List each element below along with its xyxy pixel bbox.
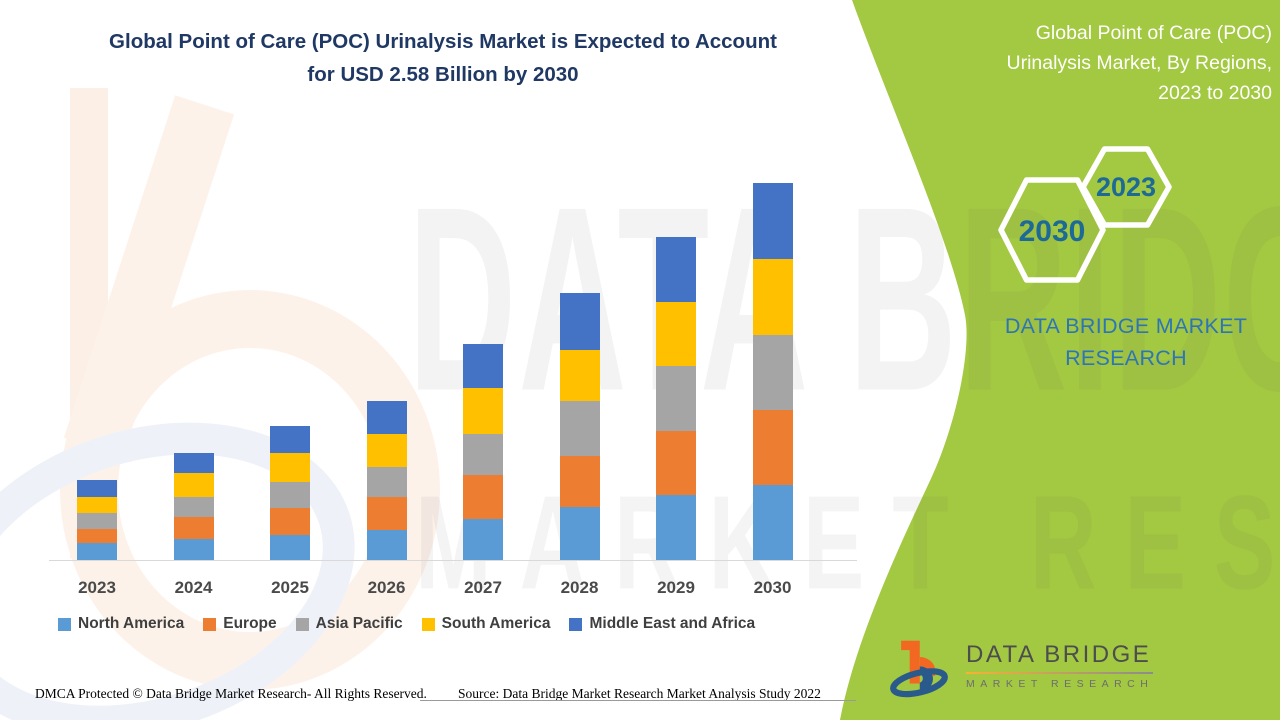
bar-segment-europe-2030 bbox=[752, 410, 793, 485]
legend-swatch-south-america bbox=[421, 617, 435, 631]
hexagon-year-2023: 2023 bbox=[1096, 172, 1156, 202]
legend-label: South America bbox=[441, 615, 551, 632]
legend-label: Europe bbox=[223, 615, 277, 632]
x-axis-line bbox=[49, 560, 857, 561]
legend-swatch-north-america bbox=[58, 617, 71, 631]
bar-segment-asia-pacific-2025 bbox=[270, 481, 310, 509]
logo-subtitle: MARKET RESEARCH bbox=[966, 677, 1154, 690]
legend-label: Asia Pacific bbox=[315, 615, 403, 632]
bar-segment-south-america-2030 bbox=[752, 259, 793, 336]
chart-legend: North America Europe Asia Pacific South … bbox=[58, 615, 755, 633]
bar-segment-europe-2027 bbox=[463, 474, 503, 519]
bar-segment-north-america-2023 bbox=[77, 543, 117, 561]
bar-segment-middle-east-and-africa-2023 bbox=[77, 480, 117, 497]
watermark-sub-text: MARKET RESEARCH bbox=[415, 469, 1280, 618]
bar-segment-north-america-2029 bbox=[656, 495, 696, 561]
side-panel-title: Global Point of Care (POC) Urinalysis Ma… bbox=[1006, 22, 1273, 105]
bar-segment-north-america-2027 bbox=[463, 518, 503, 561]
x-axis-label-2026: 2026 bbox=[367, 578, 406, 597]
data-bridge-logo: DATA BRIDGE MARKET RESEARCH bbox=[884, 630, 1154, 702]
bar-segment-north-america-2028 bbox=[559, 506, 600, 561]
bar-segment-south-america-2024 bbox=[173, 473, 214, 497]
brand-text: DATA BRIDGE MARKET RESEARCH bbox=[1004, 314, 1248, 371]
legend-swatch-europe bbox=[203, 617, 217, 631]
bar-segment-europe-2028 bbox=[559, 455, 600, 507]
x-axis-label-2023: 2023 bbox=[78, 578, 116, 597]
bar-segment-south-america-2025 bbox=[270, 452, 310, 482]
hexagon-2030 bbox=[998, 177, 1106, 283]
bar-segment-north-america-2026 bbox=[366, 530, 407, 561]
legend-swatch-middle-east-africa bbox=[569, 617, 583, 631]
bar-segment-middle-east-and-africa-2024 bbox=[173, 452, 214, 474]
legend-item-middle-east-africa: Middle East and Africa bbox=[569, 615, 755, 633]
watermark-brand-text: DATA BRIDGE bbox=[408, 151, 1280, 446]
bar-segment-middle-east-and-africa-2027 bbox=[463, 344, 503, 389]
bar-segment-south-america-2027 bbox=[463, 388, 503, 434]
bar-segment-south-america-2029 bbox=[656, 301, 696, 367]
legend-item-europe: Europe bbox=[203, 615, 277, 633]
bar-segment-asia-pacific-2030 bbox=[752, 335, 793, 411]
bar-segment-north-america-2024 bbox=[173, 539, 214, 561]
bar-segment-north-america-2025 bbox=[270, 534, 310, 561]
bar-segment-south-america-2028 bbox=[559, 350, 600, 402]
bar-segment-south-america-2023 bbox=[77, 496, 117, 513]
x-axis-label-2025: 2025 bbox=[271, 578, 309, 597]
legend-item-asia-pacific: Asia Pacific bbox=[295, 615, 403, 633]
bar-segment-north-america-2030 bbox=[752, 484, 793, 561]
x-axis-label-2027: 2027 bbox=[464, 578, 502, 597]
footer-source: Source: Data Bridge Market Research Mark… bbox=[458, 686, 821, 701]
bar-segment-europe-2025 bbox=[270, 508, 310, 535]
bar-segment-europe-2026 bbox=[366, 496, 407, 531]
bar-segment-europe-2024 bbox=[173, 517, 214, 540]
bar-segment-asia-pacific-2028 bbox=[559, 401, 600, 456]
hexagon-year-2030: 2030 bbox=[1019, 215, 1086, 248]
legend-item-south-america: South America bbox=[421, 615, 551, 633]
main-title: Global Point of Care (POC) Urinalysis Ma… bbox=[109, 30, 777, 86]
footer-divider-line bbox=[420, 700, 856, 701]
legend-swatch-asia-pacific bbox=[295, 617, 309, 631]
bar-segment-asia-pacific-2029 bbox=[656, 366, 696, 431]
legend-label: Middle East and Africa bbox=[589, 615, 756, 632]
x-axis-label-2024: 2024 bbox=[174, 578, 213, 597]
bar-segment-south-america-2026 bbox=[366, 433, 407, 468]
bar-segment-asia-pacific-2024 bbox=[173, 496, 214, 518]
bar-segment-middle-east-and-africa-2030 bbox=[752, 183, 793, 260]
bar-segment-middle-east-and-africa-2029 bbox=[656, 237, 696, 302]
bar-segment-europe-2029 bbox=[656, 430, 696, 496]
bar-segment-middle-east-and-africa-2026 bbox=[366, 401, 407, 434]
bar-segment-middle-east-and-africa-2028 bbox=[559, 292, 600, 351]
x-axis-label-2029: 2029 bbox=[657, 578, 695, 597]
data-bridge-logo-icon bbox=[890, 640, 948, 698]
legend-label: North America bbox=[78, 615, 185, 632]
logo-title: DATA BRIDGE bbox=[966, 641, 1154, 674]
bar-segment-europe-2023 bbox=[77, 528, 117, 544]
hexagon-2023 bbox=[1080, 146, 1172, 228]
forecast-years-hexagons: 2023 2030 bbox=[998, 146, 1172, 283]
x-axis-label-2030: 2030 bbox=[753, 578, 792, 597]
logo-text-block: DATA BRIDGE MARKET RESEARCH bbox=[966, 641, 1154, 690]
bar-segment-asia-pacific-2027 bbox=[463, 433, 503, 475]
bar-segment-middle-east-and-africa-2025 bbox=[270, 426, 310, 453]
green-panel-shape bbox=[840, 0, 1280, 720]
footer-dmca: DMCA Protected © Data Bridge Market Rese… bbox=[35, 686, 427, 701]
x-axis-label-2028: 2028 bbox=[560, 578, 599, 597]
bar-segment-asia-pacific-2023 bbox=[77, 512, 117, 529]
legend-item-north-america: North America bbox=[58, 615, 184, 633]
bar-segment-asia-pacific-2026 bbox=[366, 467, 407, 497]
